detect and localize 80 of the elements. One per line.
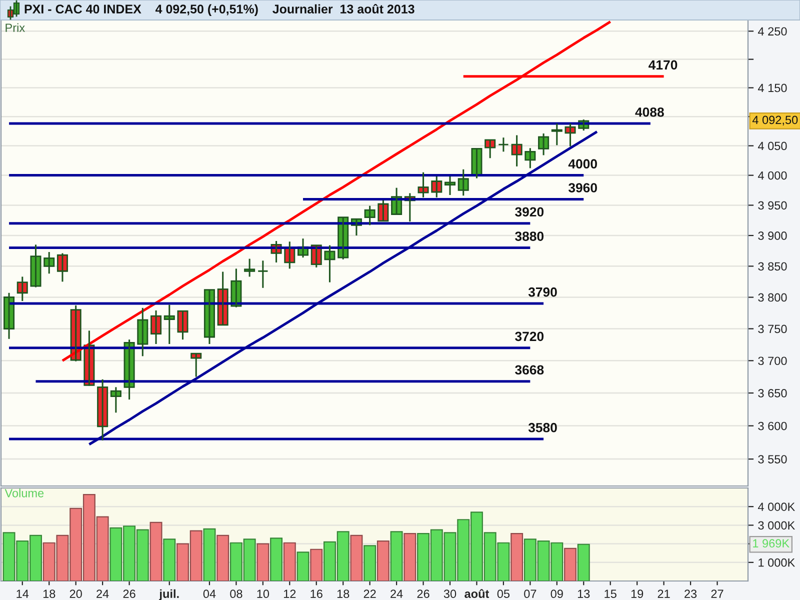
- x-tick-label: août: [464, 589, 490, 598]
- y-tick-label: 3 850: [758, 262, 787, 271]
- x-tick-label: 18: [43, 590, 56, 598]
- x-tick-label: 12: [284, 590, 296, 598]
- x-tick-label: juil.: [159, 589, 179, 600]
- x-tick-label: 24: [390, 590, 403, 598]
- series-label: 3720: [515, 332, 544, 342]
- bar: [163, 538, 176, 581]
- bar: [296, 552, 310, 581]
- y-tick-label: 4 000K: [758, 502, 796, 511]
- x-tick-label: 21: [658, 590, 670, 598]
- series-label: 3790: [528, 287, 557, 297]
- x-tick-label: 30: [444, 590, 456, 598]
- x-tick-label: 23: [684, 590, 697, 598]
- x-tick-label: 15: [604, 590, 616, 598]
- y-tick-label: 3 000K: [758, 521, 796, 530]
- bar: [376, 540, 390, 581]
- x-tick-label: 26: [123, 590, 136, 598]
- series-label: 4088: [635, 107, 664, 117]
- y-tick-label: 3 950: [758, 201, 787, 210]
- candlestick: [190, 352, 202, 378]
- y-tick-label: 3 550: [758, 455, 787, 464]
- series-label: 4170: [648, 60, 678, 70]
- bar: [310, 548, 323, 581]
- y-tick-label: 3 600: [758, 422, 787, 430]
- text: 1 969K: [753, 539, 790, 548]
- x-tick-label: 07: [524, 590, 536, 598]
- x-tick-label: 13: [578, 590, 590, 598]
- y-tick-label: 3 700: [758, 356, 787, 366]
- y-tick-label: 3 650: [758, 389, 787, 398]
- bar: [404, 533, 416, 581]
- bar: [577, 544, 590, 581]
- y-tick-label: 4 050: [758, 142, 787, 150]
- x-tick-label: 22: [364, 590, 376, 598]
- candlestick: [244, 258, 256, 278]
- candlestick: [498, 136, 509, 152]
- candlestick: [551, 122, 562, 146]
- series-label: 3668: [515, 365, 544, 375]
- bar: [256, 543, 270, 581]
- bar: [564, 548, 577, 581]
- series-label: 3580: [528, 422, 557, 432]
- y-tick-label: 3 900: [758, 232, 787, 240]
- x-tick-label: 04: [203, 590, 216, 598]
- x-tick-label: 26: [417, 590, 430, 598]
- x-tick-label: 08: [230, 590, 242, 598]
- y-axis-title: Volume: [4, 488, 44, 498]
- series-label: 3960: [568, 183, 597, 192]
- bar: [270, 538, 283, 581]
- y-tick-label: 1 000K: [758, 558, 796, 567]
- series-label: 3920: [515, 207, 544, 217]
- x-tick-label: 16: [310, 590, 322, 598]
- x-tick-label: 14: [16, 590, 29, 598]
- x-tick-label: 24: [96, 590, 109, 598]
- x-tick-label: 27: [711, 590, 724, 598]
- x-tick-label: 18: [337, 590, 350, 598]
- bar: [390, 531, 403, 581]
- bar: [150, 522, 162, 581]
- y-tick-label: 4 250: [758, 27, 787, 36]
- series-label: 3880: [515, 232, 544, 241]
- y-axis-title: Prix: [6, 23, 25, 32]
- bar: [364, 545, 376, 581]
- y-tick-label: 3 800: [758, 293, 787, 302]
- y-tick-label: 3 750: [758, 324, 787, 334]
- y-tick-label: 4 150: [758, 84, 787, 92]
- candlestick: [257, 260, 268, 289]
- x-tick-label: 10: [257, 590, 270, 598]
- bar: [283, 542, 296, 581]
- x-tick-label: 20: [70, 590, 82, 598]
- bar: [216, 534, 230, 581]
- bar: [203, 528, 216, 581]
- series-label: 4000: [568, 159, 597, 169]
- text: 4 092,50: [752, 116, 798, 126]
- candlestick: [418, 172, 429, 198]
- bar: [510, 533, 524, 581]
- bar: [350, 534, 363, 581]
- x-tick-label: 09: [550, 590, 563, 598]
- chart-title: PXI - CAC 40 INDEX 4 092,50 (+0,51%) Journalier 13 août 2013: [24, 4, 414, 16]
- y-tick-label: 4 000: [758, 171, 787, 180]
- x-tick-label: 05: [497, 590, 510, 598]
- x-tick-label: 19: [631, 590, 644, 598]
